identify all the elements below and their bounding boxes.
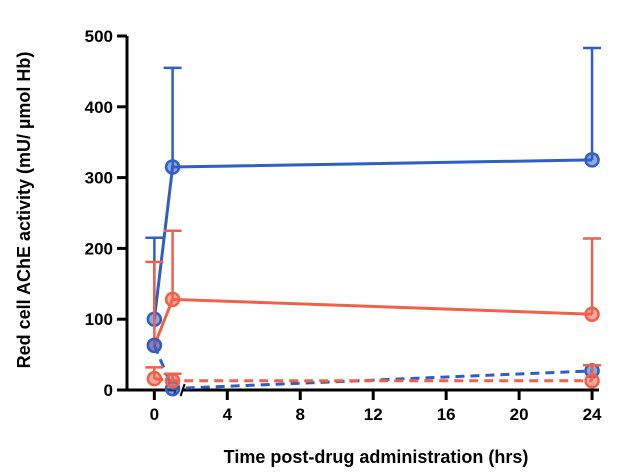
data-point: [584, 152, 600, 168]
data-point: [164, 291, 181, 308]
data-point: [146, 370, 163, 387]
x-tick-label: 12: [364, 405, 383, 424]
data-point: [584, 306, 600, 322]
y-tick-label: 100: [85, 310, 113, 329]
x-tick-label: 4: [223, 405, 233, 424]
x-axis-break-mark: [179, 383, 186, 397]
y-tick-label: 500: [85, 27, 113, 46]
x-tick-label: 8: [296, 405, 305, 424]
data-point: [164, 159, 181, 175]
data-point: [146, 337, 163, 354]
y-axis-title: Red cell AChE activity (mU/ µmol Hb): [14, 52, 34, 369]
x-tick-label: 16: [437, 405, 456, 424]
series-1: [145, 46, 602, 327]
series-4: [145, 363, 602, 389]
y-tick-label: 0: [104, 381, 113, 400]
x-tick-label: 20: [510, 405, 529, 424]
x-tick-label: 24: [583, 405, 602, 424]
series-line: [152, 297, 593, 346]
x-tick-label: 0: [150, 405, 159, 424]
series-2: [145, 229, 602, 354]
y-tick-label: 300: [85, 169, 113, 188]
y-tick-label: 400: [85, 98, 113, 117]
series-line: [152, 158, 593, 320]
x-axis-title: Time post-drug administration (hrs): [224, 447, 529, 467]
data-point: [584, 373, 600, 389]
y-tick-label: 200: [85, 239, 113, 258]
series-3: [146, 337, 602, 397]
series-layer: [145, 46, 602, 397]
axes: 0 100 200 300 400 500 0 4 8 12 16 20 24: [85, 27, 602, 424]
data-point: [164, 373, 181, 389]
